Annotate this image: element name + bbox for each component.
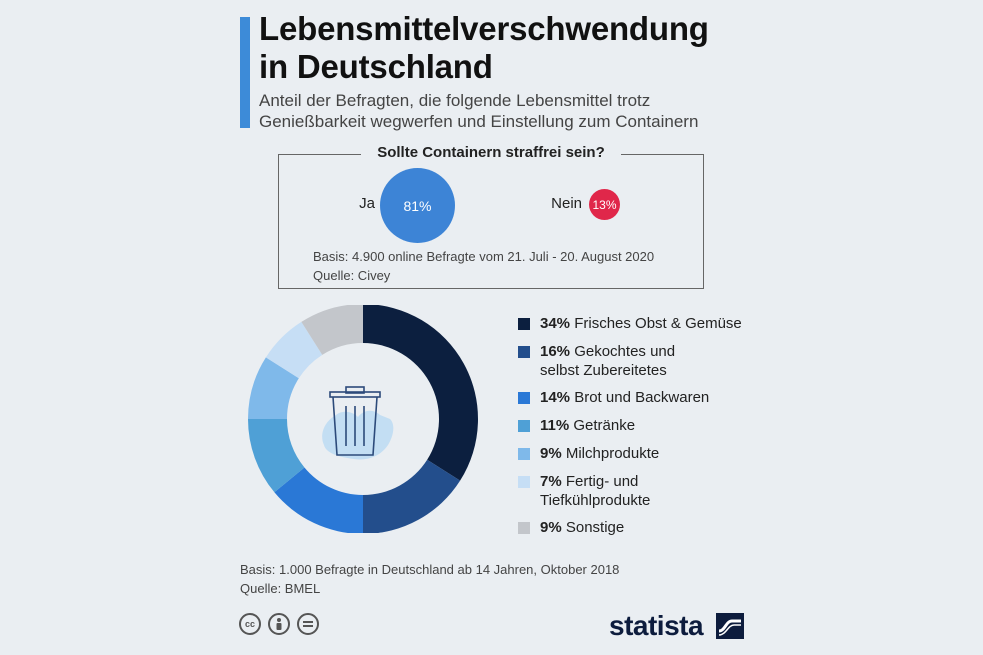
donut-chart <box>248 305 478 533</box>
legend-value: 14% <box>540 389 571 406</box>
legend-label: Sonstige <box>565 519 625 536</box>
yes-label: Ja <box>359 195 375 212</box>
legend-label: Getränke <box>573 417 636 434</box>
donut-segment <box>248 357 299 419</box>
legend-label: Gekochtes und <box>574 343 676 360</box>
trash-can-icon <box>322 386 394 460</box>
legend-swatch <box>518 392 530 404</box>
legend-item: 34% Frisches Obst & Gemüse <box>518 314 778 333</box>
legend-swatch <box>518 318 530 330</box>
subtitle-line-1: Anteil der Befragten, die folgende Leben… <box>259 91 651 110</box>
no-value: 13% <box>592 197 617 212</box>
legend-value: 7% <box>540 473 562 490</box>
donut-segment <box>274 467 363 533</box>
subtitle: Anteil der Befragten, die folgende Leben… <box>259 90 879 132</box>
title-line-1: Lebensmittelverschwendung <box>259 10 709 47</box>
legend-item: 16% Gekochtes und selbst Zubereitetes <box>518 342 778 380</box>
legend-label: Fertig- und <box>565 473 639 490</box>
nd-icon[interactable] <box>297 613 319 635</box>
no-label: Nein <box>551 195 582 212</box>
footer-source: Quelle: BMEL <box>240 581 321 596</box>
legend: 34% Frisches Obst & Gemüse 16% Gekochtes… <box>518 314 778 537</box>
cc-icon[interactable]: cc <box>239 613 261 635</box>
subtitle-line-2: Genießbarkeit wegwerfen und Einstellung … <box>259 112 699 131</box>
yes-value: 81% <box>403 197 432 214</box>
legend-item: 9% Milchprodukte <box>518 444 778 463</box>
legend-label: Milchprodukte <box>565 445 660 462</box>
license-icons[interactable]: cc <box>239 613 319 635</box>
legend-value: 11% <box>540 417 570 434</box>
statista-logo-icon[interactable] <box>716 613 744 639</box>
poll-basis: Basis: 4.900 online Befragte vom 21. Jul… <box>313 249 655 264</box>
legend-item: 9% Sonstige <box>518 518 778 537</box>
statista-brand[interactable]: statista <box>609 610 704 641</box>
legend-swatch <box>518 346 530 358</box>
legend-swatch <box>518 448 530 460</box>
legend-label-line-2: selbst Zubereitetes <box>540 362 667 379</box>
legend-swatch <box>518 420 530 432</box>
legend-item: 11% Getränke <box>518 416 778 435</box>
by-icon[interactable] <box>268 613 290 635</box>
legend-label-line-2: Tiefkühlprodukte <box>540 492 651 509</box>
legend-value: 16% <box>540 343 571 360</box>
no-bubble: 13% <box>589 189 620 220</box>
legend-item: 14% Brot und Backwaren <box>518 388 778 407</box>
legend-label: Frisches Obst & Gemüse <box>574 315 742 332</box>
footer-basis: Basis: 1.000 Befragte in Deutschland ab … <box>240 562 620 577</box>
legend-swatch <box>518 522 530 534</box>
title-accent-bar <box>240 17 250 128</box>
legend-swatch <box>518 476 530 488</box>
poll-title: Sollte Containern straffrei sein? <box>361 143 621 163</box>
donut-segment <box>265 321 323 379</box>
legend-item: 7% Fertig- und Tiefkühlprodukte <box>518 472 778 510</box>
donut-segment <box>248 419 305 493</box>
yes-bubble: 81% <box>380 168 455 243</box>
legend-label: Brot und Backwaren <box>574 389 710 406</box>
legend-value: 34% <box>540 315 571 332</box>
legend-value: 9% <box>540 519 562 536</box>
donut-segment <box>363 305 478 481</box>
poll-source: Quelle: Civey <box>313 268 391 283</box>
title-line-2: in Deutschland <box>259 48 493 85</box>
legend-value: 9% <box>540 445 562 462</box>
donut-segment <box>363 459 461 533</box>
donut-segment <box>301 305 363 355</box>
page-title: Lebensmittelverschwendung in Deutschland <box>259 10 879 86</box>
